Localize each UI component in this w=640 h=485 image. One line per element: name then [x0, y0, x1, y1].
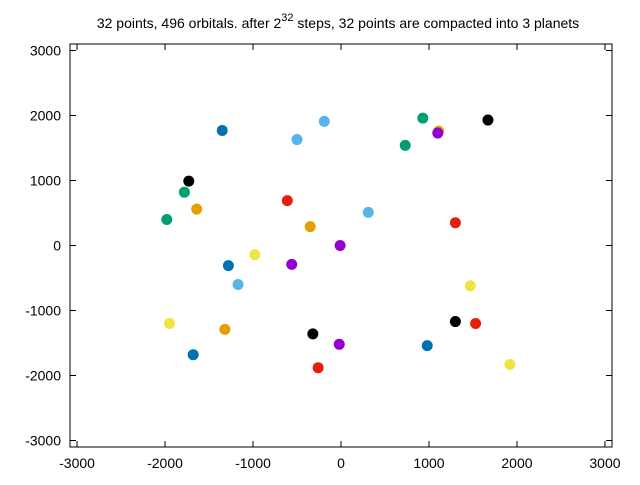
point: [216, 124, 228, 136]
chart-title: 32 points, 496 orbitals. after 232 steps…: [97, 12, 579, 31]
y-tick-label: -3000: [25, 433, 61, 449]
point: [187, 349, 199, 361]
point: [318, 115, 330, 127]
point: [449, 316, 461, 328]
point: [161, 214, 173, 225]
y-tick-label: 0: [53, 238, 61, 254]
point: [312, 362, 324, 374]
y-tick-label: 3000: [30, 43, 61, 59]
title-part: steps, 32 points are compacted into 3 pl…: [294, 15, 580, 31]
x-tick-label: -3000: [59, 455, 95, 471]
point: [183, 175, 195, 187]
point: [249, 249, 261, 261]
point: [232, 279, 244, 290]
point: [163, 318, 175, 329]
point: [482, 114, 494, 126]
y-tick-label: -1000: [25, 303, 61, 319]
point: [291, 134, 303, 146]
point: [286, 258, 298, 270]
point: [307, 328, 319, 340]
point: [222, 260, 234, 272]
point: [464, 280, 476, 292]
point: [432, 127, 444, 139]
point: [449, 217, 461, 229]
point: [219, 323, 231, 335]
x-tick-label: -2000: [147, 455, 183, 471]
x-tick-label: 1000: [413, 455, 444, 471]
point: [334, 240, 346, 251]
point: [470, 318, 482, 329]
point: [304, 221, 316, 233]
x-tick-label: 0: [337, 455, 345, 471]
point: [504, 358, 516, 370]
point: [399, 139, 411, 151]
point: [417, 112, 429, 124]
title-superscript: 32: [281, 12, 293, 24]
title-part: 32 points, 496 orbitals. after 2: [97, 15, 282, 31]
x-tick-label: 3000: [589, 455, 620, 471]
x-tick-label: -1000: [235, 455, 271, 471]
x-tick-label: 2000: [501, 455, 532, 471]
point: [362, 206, 374, 218]
point: [178, 186, 190, 198]
y-tick-label: 2000: [30, 108, 61, 124]
y-tick-label: -2000: [25, 368, 61, 384]
point: [191, 203, 203, 215]
point: [421, 340, 433, 352]
point: [281, 195, 293, 207]
y-tick-label: 1000: [30, 173, 61, 189]
point: [333, 338, 345, 350]
